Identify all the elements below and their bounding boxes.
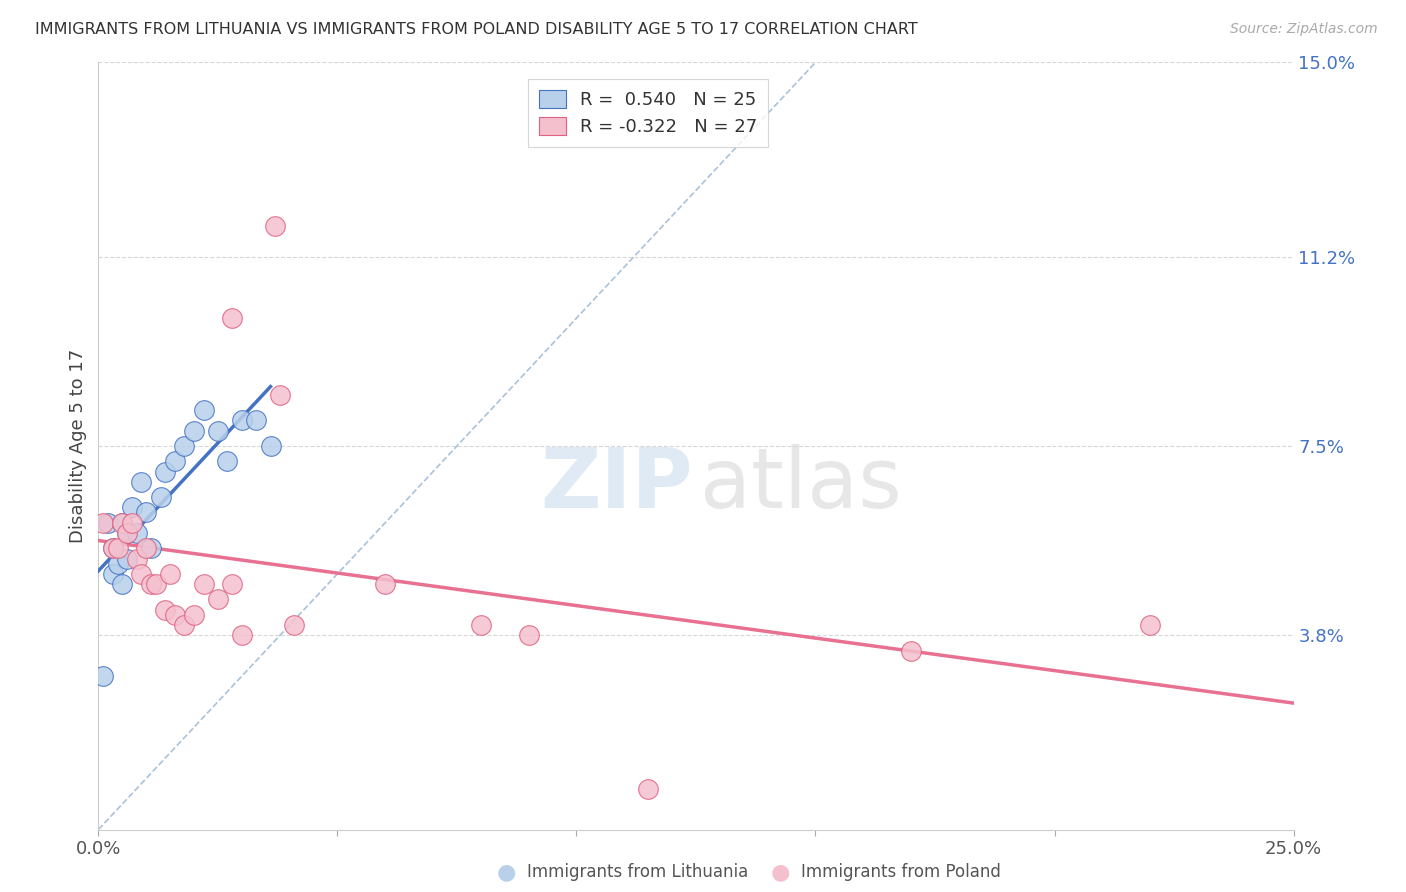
Legend: R =  0.540   N = 25, R = -0.322   N = 27: R = 0.540 N = 25, R = -0.322 N = 27: [527, 79, 769, 146]
Point: [173, 439, 195, 453]
Point: [264, 219, 287, 233]
Point: [183, 424, 205, 438]
Point: [374, 577, 396, 591]
Point: [121, 500, 143, 515]
Point: [283, 618, 305, 632]
Point: [135, 541, 157, 556]
Point: [207, 592, 229, 607]
Point: [269, 388, 291, 402]
Point: [900, 643, 922, 657]
Point: [155, 465, 177, 479]
Text: ●: ●: [496, 863, 516, 882]
Point: [91, 516, 114, 530]
Point: [217, 454, 239, 468]
Point: [245, 413, 267, 427]
Point: [221, 577, 243, 591]
Point: [231, 628, 253, 642]
Point: [101, 541, 124, 556]
Point: [115, 525, 138, 540]
Point: [111, 516, 134, 530]
Point: [145, 577, 167, 591]
Text: Immigrants from Poland: Immigrants from Poland: [801, 863, 1001, 881]
Point: [207, 424, 229, 438]
Text: IMMIGRANTS FROM LITHUANIA VS IMMIGRANTS FROM POLAND DISABILITY AGE 5 TO 17 CORRE: IMMIGRANTS FROM LITHUANIA VS IMMIGRANTS …: [35, 22, 918, 37]
Point: [131, 566, 153, 581]
Y-axis label: Disability Age 5 to 17: Disability Age 5 to 17: [69, 349, 87, 543]
Text: ZIP: ZIP: [540, 444, 692, 524]
Text: Source: ZipAtlas.com: Source: ZipAtlas.com: [1230, 22, 1378, 37]
Point: [155, 602, 177, 616]
Point: [97, 516, 120, 530]
Point: [101, 541, 124, 556]
Point: [115, 551, 138, 566]
Point: [259, 439, 281, 453]
Point: [1139, 618, 1161, 632]
Point: [111, 577, 134, 591]
Point: [111, 516, 134, 530]
Point: [183, 607, 205, 622]
Point: [107, 557, 129, 571]
Point: [231, 413, 253, 427]
Point: [517, 628, 540, 642]
Point: [163, 607, 186, 622]
Point: [173, 618, 195, 632]
Point: [637, 781, 659, 796]
Point: [139, 577, 162, 591]
Point: [91, 669, 114, 683]
Point: [101, 566, 124, 581]
Point: [193, 577, 215, 591]
Point: [107, 541, 129, 556]
Point: [159, 566, 181, 581]
Point: [139, 541, 162, 556]
Point: [125, 525, 148, 540]
Point: [131, 475, 153, 489]
Point: [121, 516, 143, 530]
Point: [163, 454, 186, 468]
Text: ●: ●: [770, 863, 790, 882]
Point: [125, 551, 148, 566]
Point: [135, 506, 157, 520]
Point: [221, 311, 243, 326]
Point: [149, 490, 172, 504]
Point: [470, 618, 492, 632]
Text: Immigrants from Lithuania: Immigrants from Lithuania: [527, 863, 748, 881]
Point: [115, 525, 138, 540]
Point: [193, 403, 215, 417]
Text: atlas: atlas: [700, 444, 901, 524]
